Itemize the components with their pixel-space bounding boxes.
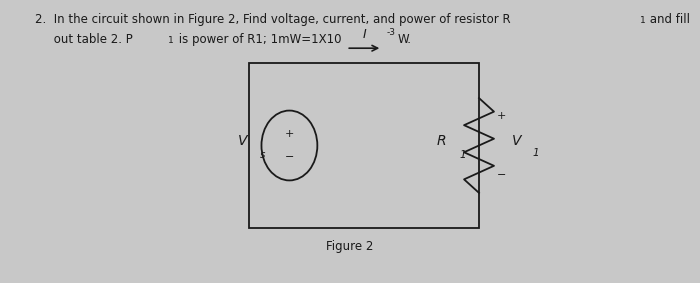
Text: I: I <box>363 28 366 41</box>
Text: −: − <box>497 170 507 181</box>
Text: and fill: and fill <box>645 13 689 26</box>
Text: 1: 1 <box>168 36 174 45</box>
Text: is power of R1; 1mW=1X10: is power of R1; 1mW=1X10 <box>174 33 341 46</box>
Text: s: s <box>260 151 265 160</box>
Text: W.: W. <box>397 33 411 46</box>
Text: −: − <box>285 153 294 162</box>
Text: V: V <box>237 134 247 149</box>
Text: V: V <box>512 134 522 149</box>
Text: R: R <box>437 134 447 147</box>
Bar <box>249 63 479 228</box>
Text: -3: -3 <box>386 28 395 37</box>
Text: 1: 1 <box>459 151 466 160</box>
Text: 2.  In the circuit shown in Figure 2, Find voltage, current, and power of resist: 2. In the circuit shown in Figure 2, Fin… <box>35 13 510 26</box>
Text: 1: 1 <box>533 149 540 158</box>
Text: 1: 1 <box>640 16 645 25</box>
Text: +: + <box>285 128 294 138</box>
Text: +: + <box>497 111 507 121</box>
Text: Figure 2: Figure 2 <box>326 240 373 253</box>
Text: out table 2. P: out table 2. P <box>35 33 133 46</box>
